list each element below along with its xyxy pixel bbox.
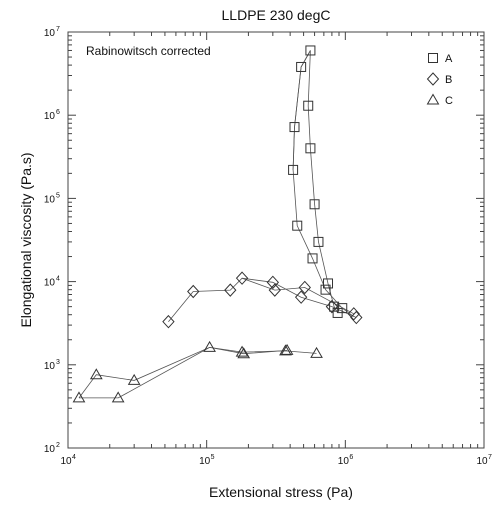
series-a-point — [329, 301, 340, 312]
series-c-point — [203, 340, 216, 352]
series-b-point — [294, 290, 308, 304]
x-tick-label-exponent: 5 — [211, 454, 215, 461]
y-tick-label: 10 — [44, 361, 56, 372]
series-b-point — [325, 299, 339, 314]
legend-marker-a — [428, 53, 438, 63]
y-axis-label: Elongational viscosity (Pa.s) — [18, 152, 34, 327]
series-a-point — [320, 284, 331, 295]
series-c-point — [72, 391, 86, 403]
series-a-point — [309, 199, 320, 210]
series-c-point — [237, 347, 251, 359]
series-c-point — [111, 391, 125, 403]
series-markers — [72, 45, 363, 403]
legend: ABC — [426, 53, 453, 107]
x-tick-label-exponent: 7 — [488, 454, 492, 461]
y-tick-label-exponent: 7 — [56, 26, 60, 33]
chart-title: LLDPE 230 degC — [222, 7, 331, 23]
series-a-point — [337, 303, 348, 314]
series-a-point — [288, 164, 299, 175]
x-tick-label: 10 — [60, 456, 72, 467]
series-b-point — [224, 283, 237, 297]
series-lines — [78, 50, 357, 399]
y-tick-label-exponent: 5 — [56, 192, 60, 199]
series-a-point — [289, 122, 300, 133]
y-tick-label: 10 — [44, 111, 56, 122]
series-b-point — [347, 307, 360, 321]
y-tick-label: 10 — [44, 444, 56, 455]
y-tick-label: 10 — [44, 194, 56, 205]
series-a-point — [296, 61, 307, 72]
annotation: Rabinowitsch corrected — [86, 44, 211, 58]
plot-frame — [67, 31, 485, 449]
y-tick-label-exponent: 2 — [56, 442, 60, 449]
series-a-line — [292, 50, 338, 314]
series-c-point — [310, 346, 323, 358]
legend-label-b: B — [445, 74, 452, 86]
legend-label-a: A — [445, 53, 453, 65]
series-b-point — [268, 283, 281, 297]
series-a-point — [307, 253, 318, 264]
legend-marker-b — [426, 72, 440, 86]
x-axis-label: Extensional stress (Pa) — [209, 484, 353, 500]
series-a-point — [305, 45, 316, 56]
series-c-point — [127, 373, 141, 385]
y-tick-label-exponent: 4 — [56, 276, 60, 283]
series-b-point — [162, 314, 175, 329]
x-tick-label: 10 — [338, 456, 350, 467]
series-c-point — [280, 343, 294, 355]
series-a-point — [303, 100, 314, 111]
series-a-point — [323, 278, 334, 289]
series-c-line — [79, 346, 288, 399]
series-c-point — [89, 368, 103, 380]
y-tick-label: 10 — [44, 28, 56, 39]
series-b-point — [235, 271, 249, 285]
series-b-line — [168, 277, 357, 322]
x-tick-label: 10 — [199, 456, 211, 467]
x-tick-label: 10 — [476, 456, 488, 467]
x-tick-label-exponent: 6 — [349, 454, 353, 461]
y-tick-label-exponent: 6 — [56, 109, 60, 116]
series-b-point — [266, 275, 280, 290]
series-b-line — [241, 277, 354, 315]
x-tick-label-exponent: 4 — [72, 454, 76, 461]
series-a-point — [313, 236, 324, 247]
series-b-point — [298, 280, 311, 295]
series-a-point — [305, 143, 316, 154]
y-tick-label-exponent: 3 — [56, 359, 60, 366]
legend-marker-c — [426, 93, 440, 105]
series-a-point — [292, 220, 303, 231]
legend-label-c: C — [445, 95, 453, 107]
tick-labels: 10 4 10 5 10 6 10 710 210 310 410 510 610 7 — [44, 26, 492, 467]
series-b-point — [187, 284, 200, 299]
axis-ticks — [67, 32, 484, 449]
series-c-point — [235, 345, 249, 357]
y-tick-label: 10 — [44, 278, 56, 289]
series-a-line — [292, 50, 355, 317]
series-b-point — [350, 310, 363, 325]
